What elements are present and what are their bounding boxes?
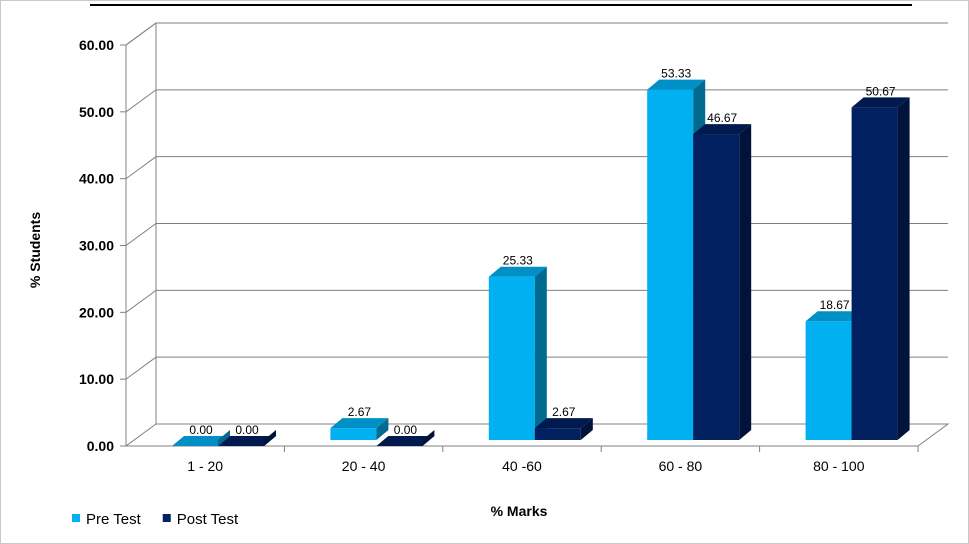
legend-label: Post Test [177, 511, 239, 528]
bar-pre-test-3 [647, 89, 694, 441]
y-axis-title: % Students [27, 212, 43, 288]
x-tick-label: 40 -60 [502, 458, 542, 474]
gridline [125, 156, 948, 180]
bar-top-face [218, 436, 276, 446]
bar-top-face [693, 124, 752, 135]
bar-side-face [739, 124, 752, 440]
bar-pre-test-2 [488, 276, 535, 440]
gridline [125, 22, 948, 46]
bar-post-test-4 [851, 107, 898, 440]
data-label: 18.67 [820, 298, 850, 312]
bar-top-face [851, 97, 910, 108]
data-labels: 0.00 0.00 2.67 0.00 25.33 2.67 53.33 46.67 18.67… [189, 67, 896, 437]
y-tick-label: 50.00 [79, 104, 114, 120]
bar-side-face [580, 418, 593, 440]
data-label: 50.67 [866, 84, 896, 98]
bar-pre-test-4 [805, 321, 852, 440]
y-tick-label: 60.00 [79, 37, 114, 53]
x-tick-labels: 1 - 20 20 - 40 40 -60 60 - 80 80 - 100 [187, 458, 864, 474]
bar-side-face [376, 418, 389, 440]
bar-top-face [647, 79, 706, 90]
bar-top-face [376, 436, 435, 446]
data-label: 2.67 [552, 405, 576, 419]
y-tick-label: 20.00 [79, 304, 114, 320]
bar-pre-test-1 [330, 428, 377, 440]
y-tick-label: 40.00 [79, 171, 114, 187]
gridline [125, 223, 948, 246]
legend: Pre Test Post Test [72, 511, 239, 528]
bar-top-face [330, 418, 389, 429]
legend-swatch [162, 514, 171, 522]
bar-side-face [897, 97, 910, 440]
y-tick-label: 10.00 [79, 371, 114, 387]
bar-top-face [534, 418, 593, 429]
data-label: 0.00 [235, 423, 259, 437]
data-label: 0.00 [394, 423, 418, 437]
gridline [125, 89, 948, 113]
data-label: 2.67 [348, 405, 372, 419]
bar-post-test-3 [693, 134, 740, 440]
bar-side-face [534, 266, 547, 440]
x-axis-title: % Marks [491, 503, 548, 519]
data-label: 0.00 [189, 423, 213, 437]
legend-label: Pre Test [86, 511, 142, 528]
bar-side-face [218, 430, 230, 446]
data-label: 53.33 [661, 67, 691, 81]
legend-swatch [72, 514, 80, 522]
bar-top-face [488, 266, 547, 277]
y-tick-labels: 0.00 10.00 20.00 30.00 40.00 50.00 60.00 [79, 37, 114, 454]
y-tick-label: 0.00 [87, 438, 114, 454]
data-label: 46.67 [707, 111, 737, 125]
bar-side-face [264, 430, 276, 446]
x-tick-label: 20 - 40 [342, 458, 386, 474]
bars [172, 79, 910, 446]
bar-top-face [172, 436, 230, 446]
x-tick-label: 1 - 20 [187, 458, 223, 474]
bar-post-test-2 [534, 428, 581, 440]
top-rule [90, 4, 912, 6]
data-label: 25.33 [503, 254, 533, 268]
x-tick-label: 60 - 80 [659, 458, 703, 474]
x-tick-label: 80 - 100 [813, 458, 865, 474]
bar-side-face [422, 430, 435, 446]
y-tick-label: 30.00 [79, 238, 114, 254]
bar-top-face [805, 311, 864, 322]
